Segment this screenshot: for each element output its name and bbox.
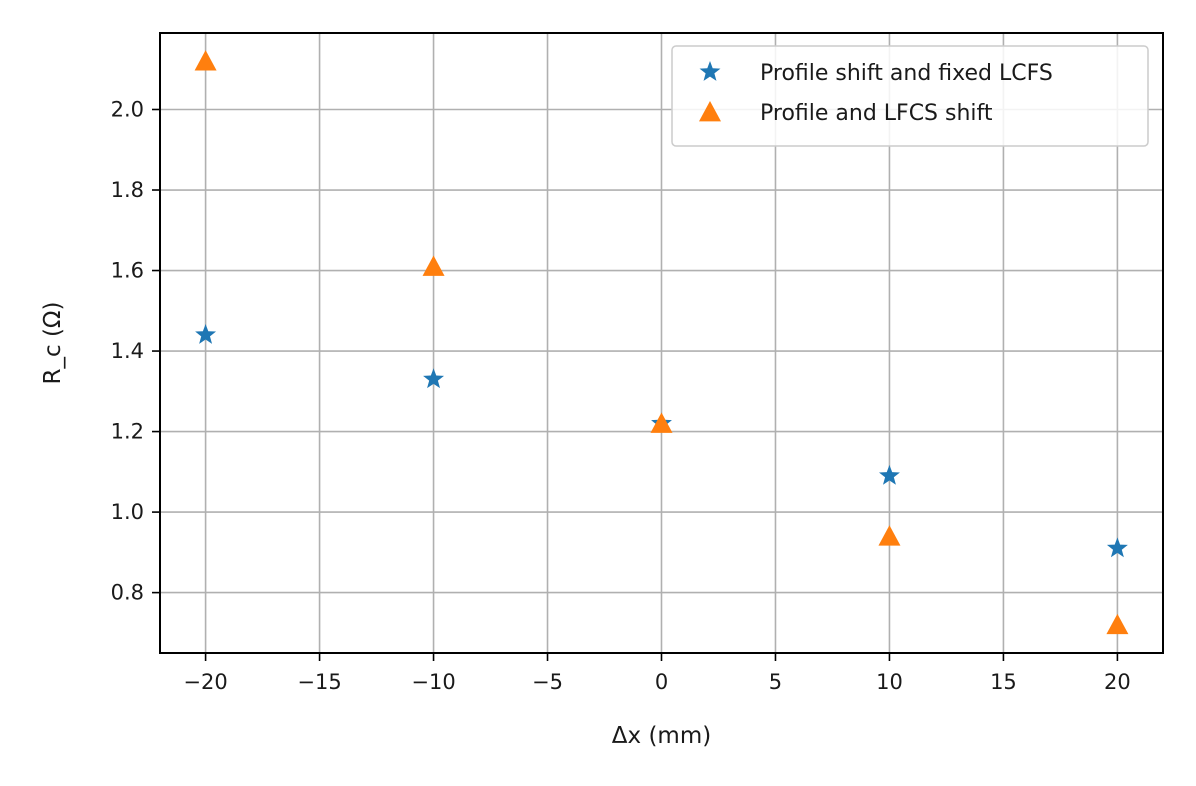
star-marker [1106,537,1128,558]
legend-entry-1: Profile shift and fixed LCFS [760,61,1053,86]
y-axis-ticks: 0.8 1.0 1.2 1.4 1.6 1.8 2.0 [111,97,160,605]
legend-box [671,45,1149,147]
x-axis-ticks: −20 −15 −10 −5 0 5 10 15 20 [183,653,1131,694]
legend-triangle-marker [699,101,721,122]
x-tick-label: 20 [1104,670,1131,694]
plot-frame [159,32,1164,654]
y-tick-label: 0.8 [111,581,144,605]
x-tick-label: −10 [411,670,455,694]
y-tick-label: 2.0 [111,97,144,121]
star-marker [878,464,900,485]
legend-entry-2: Profile and LFCS shift [760,101,993,126]
y-tick-label: 1.8 [111,178,144,202]
y-axis-label: R_c (Ω) [40,302,66,385]
y-tick-label: 1.6 [111,259,144,283]
y-tick-label: 1.2 [111,420,144,444]
legend-star-marker [699,61,721,81]
x-tick-label: 15 [990,670,1017,694]
x-axis-label: Δx (mm) [612,723,711,749]
x-tick-label: 10 [876,670,903,694]
data-points [194,50,1129,635]
star-marker [423,368,445,389]
x-tick-label: 5 [769,670,782,694]
star-marker [195,323,217,344]
triangle-marker [1106,613,1129,635]
x-tick-label: −20 [183,670,227,694]
series-2 [194,50,1129,635]
y-tick-label: 1.4 [111,339,144,363]
legend: Profile shift and fixed LCFS Profile and … [671,45,1149,147]
triangle-marker [194,50,217,71]
y-tick-label: 1.0 [111,500,144,524]
x-tick-label: 0 [655,670,668,694]
triangle-marker [878,525,901,546]
triangle-marker [422,255,445,276]
x-tick-label: −15 [297,670,341,694]
x-tick-label: −5 [532,670,563,694]
triangle-marker [650,412,673,433]
